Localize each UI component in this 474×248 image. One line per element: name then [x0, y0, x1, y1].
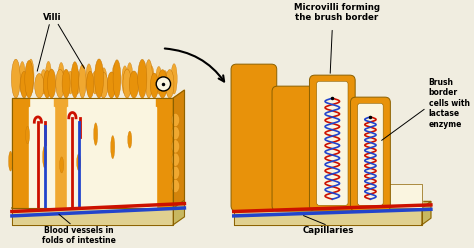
- Ellipse shape: [60, 157, 64, 173]
- Ellipse shape: [99, 72, 108, 98]
- Ellipse shape: [19, 62, 26, 94]
- Text: Capillaries: Capillaries: [302, 226, 354, 235]
- Polygon shape: [173, 90, 184, 208]
- FancyBboxPatch shape: [358, 103, 383, 205]
- Ellipse shape: [94, 123, 98, 145]
- Ellipse shape: [172, 127, 180, 140]
- Ellipse shape: [165, 69, 174, 98]
- Ellipse shape: [20, 71, 28, 98]
- Ellipse shape: [107, 72, 116, 98]
- Ellipse shape: [11, 59, 20, 98]
- Ellipse shape: [86, 64, 92, 94]
- Ellipse shape: [150, 73, 158, 98]
- Polygon shape: [27, 98, 169, 208]
- Ellipse shape: [139, 65, 145, 94]
- FancyBboxPatch shape: [272, 86, 317, 211]
- Text: Villi: Villi: [43, 13, 62, 22]
- FancyBboxPatch shape: [310, 75, 355, 211]
- Ellipse shape: [67, 71, 73, 94]
- Ellipse shape: [26, 126, 29, 144]
- Ellipse shape: [92, 71, 98, 94]
- Ellipse shape: [113, 60, 121, 98]
- Text: Blood vessels in
folds of intestine: Blood vessels in folds of intestine: [42, 226, 116, 245]
- Ellipse shape: [155, 66, 162, 94]
- Polygon shape: [12, 208, 173, 225]
- Ellipse shape: [162, 71, 168, 94]
- Ellipse shape: [101, 68, 107, 94]
- Polygon shape: [234, 184, 422, 208]
- Ellipse shape: [122, 66, 128, 94]
- Ellipse shape: [129, 71, 138, 98]
- Text: Microvilli forming
the brush border: Microvilli forming the brush border: [294, 2, 380, 22]
- Ellipse shape: [71, 62, 79, 98]
- Polygon shape: [29, 107, 54, 208]
- Ellipse shape: [172, 153, 180, 166]
- Ellipse shape: [40, 69, 47, 94]
- Ellipse shape: [87, 71, 94, 98]
- FancyBboxPatch shape: [231, 64, 277, 211]
- Ellipse shape: [111, 136, 115, 159]
- Ellipse shape: [148, 65, 155, 94]
- FancyBboxPatch shape: [350, 97, 391, 211]
- Ellipse shape: [158, 70, 167, 98]
- Ellipse shape: [35, 73, 44, 98]
- Ellipse shape: [95, 59, 103, 98]
- Ellipse shape: [56, 69, 64, 98]
- Ellipse shape: [43, 146, 46, 168]
- Circle shape: [156, 77, 171, 91]
- Polygon shape: [12, 98, 29, 208]
- Polygon shape: [234, 208, 422, 225]
- Ellipse shape: [123, 69, 131, 98]
- Polygon shape: [12, 200, 184, 208]
- Ellipse shape: [77, 154, 81, 171]
- Ellipse shape: [112, 64, 118, 94]
- Ellipse shape: [74, 70, 81, 94]
- Ellipse shape: [127, 63, 133, 94]
- Ellipse shape: [172, 140, 180, 153]
- Ellipse shape: [172, 179, 180, 193]
- Ellipse shape: [62, 69, 70, 98]
- Ellipse shape: [79, 65, 86, 98]
- Ellipse shape: [58, 62, 64, 94]
- Polygon shape: [156, 98, 173, 208]
- FancyBboxPatch shape: [317, 81, 348, 205]
- Polygon shape: [422, 201, 431, 225]
- Ellipse shape: [44, 70, 51, 98]
- Ellipse shape: [25, 61, 33, 98]
- Polygon shape: [67, 107, 156, 208]
- Text: Brush
border
cells with
lactase
enzyme: Brush border cells with lactase enzyme: [428, 78, 470, 129]
- Polygon shape: [173, 200, 184, 225]
- Ellipse shape: [9, 151, 13, 171]
- Ellipse shape: [128, 131, 132, 148]
- Polygon shape: [54, 98, 67, 208]
- Ellipse shape: [172, 113, 180, 127]
- Ellipse shape: [171, 64, 177, 94]
- Ellipse shape: [137, 59, 147, 98]
- Ellipse shape: [46, 61, 52, 94]
- Polygon shape: [234, 201, 431, 208]
- Ellipse shape: [172, 166, 180, 179]
- Ellipse shape: [28, 59, 34, 94]
- Ellipse shape: [145, 60, 153, 98]
- Ellipse shape: [47, 69, 56, 98]
